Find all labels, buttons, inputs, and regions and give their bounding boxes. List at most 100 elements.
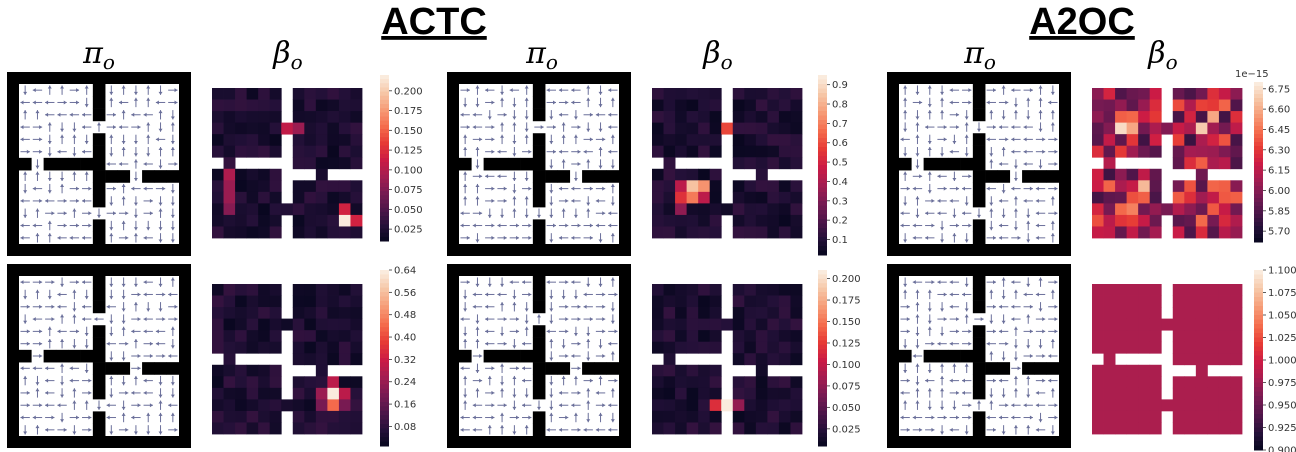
policy-arrowhead [500,214,505,218]
heatmap-cell [663,134,676,147]
colorbar-segment [818,424,827,429]
colorbar-segment [380,224,389,230]
heatmap-cell [744,318,757,331]
colorbar-segment [818,340,827,346]
policy-arrowhead [170,382,175,386]
policy-arrowhead [1035,198,1039,203]
heatmap-cell [1149,341,1162,354]
policy-arrowhead [1001,296,1006,300]
policy-arrowhead [137,354,141,358]
wall-cell [532,276,546,289]
policy-arrowhead [595,198,599,203]
colorbar-tick-label: 0.125 [394,146,423,157]
heatmap-cell [315,214,328,227]
column-title-pi-1: πo [82,36,115,74]
heatmap-cell [732,353,745,366]
policy-arrowhead [561,134,566,138]
heatmap-cell [350,307,363,320]
heatmap-cell [350,318,363,331]
heatmap-cell [304,410,317,423]
colorbar-segment [818,201,827,206]
policy-arrowhead [565,415,569,420]
policy-arrowhead [571,280,575,285]
colorbar-segment [1254,138,1263,143]
heatmap-cell [709,422,722,435]
heatmap-cell [790,376,803,389]
policy-arrowhead [915,363,920,367]
colorbar-tick-label: 0.48 [394,310,416,321]
column-title-pi-3: πo [963,36,996,74]
heatmap-cell [675,214,688,227]
heatmap-cell [744,88,757,100]
heatmap-cell [1230,399,1243,412]
heatmap-cell [315,111,328,124]
heatmap-cell [223,180,236,193]
wall-cell [483,157,497,171]
policy-arrowhead [125,211,129,216]
policy-arrowhead [118,125,122,130]
policy-arrowhead [158,239,163,243]
heatmap-cell [292,341,305,354]
policy-arrowhead [940,227,945,231]
heatmap-cell [1126,168,1139,181]
heatmap-cell [755,410,768,423]
policy-arrowhead [155,137,159,142]
policy-arrowhead [26,403,30,408]
policy-arrowhead [549,165,554,169]
policy-arrowhead [35,289,40,293]
policy-arrowhead [1011,149,1015,154]
heatmap-cell [721,318,734,331]
policy-arrowhead [577,162,581,166]
policy-arrowhead [47,339,52,343]
colorbar-tick-label: 0.050 [832,403,861,414]
policy-arrowhead [26,304,30,309]
heatmap-cell [755,111,768,124]
heatmap-cell [1126,99,1139,112]
policy-arrowhead [940,388,945,392]
policy-arrowhead [912,354,916,358]
policy-arrowhead [1038,110,1043,114]
policy-arrowhead [76,280,80,285]
heatmap-cell [223,410,236,423]
heatmap-cell [304,295,317,308]
policy-arrowhead [1054,415,1058,420]
policy-arrowhead [915,345,920,349]
policy-arrowhead [23,431,28,435]
heatmap-cell [1138,203,1151,216]
policy-arrowhead [956,112,960,117]
policy-arrowhead [1017,366,1021,371]
colorbar-segment [380,380,389,385]
wall-cell [532,182,546,196]
policy-arrowhead [608,88,612,93]
policy-arrowhead [1050,91,1055,95]
heatmap-cell [1195,318,1208,331]
policy-arrowhead [937,341,941,346]
heatmap-cell [1207,214,1220,227]
heatmap-cell [292,145,305,158]
policy-arrowhead [125,235,129,240]
policy-arrowhead [915,165,920,169]
policy-arrowhead [962,378,966,383]
policy-arrowhead [925,378,929,383]
policy-arrowhead [937,198,941,203]
heatmap-cell [1092,284,1104,296]
policy-arrowhead [170,412,175,416]
policy-arrowhead [912,415,916,420]
colorbar-segment [818,336,827,341]
colorbar-segment [818,349,827,355]
policy-arrowhead [589,378,593,383]
heatmap-cell [709,387,722,400]
heatmap-cell [315,399,328,412]
policy-arrowhead [146,308,151,312]
heatmap-cell [235,330,248,343]
policy-arrowhead [170,202,175,206]
heatmap-cell [1218,353,1231,366]
policy-arrowhead [516,329,520,334]
policy-arrowhead [586,202,591,206]
heatmap-cell [281,203,294,216]
heatmap-cell [767,341,780,354]
heatmap-cell [744,111,757,124]
policy-arrowhead [82,235,86,240]
colorbar-segment [380,87,389,93]
heatmap-cell [212,226,224,239]
